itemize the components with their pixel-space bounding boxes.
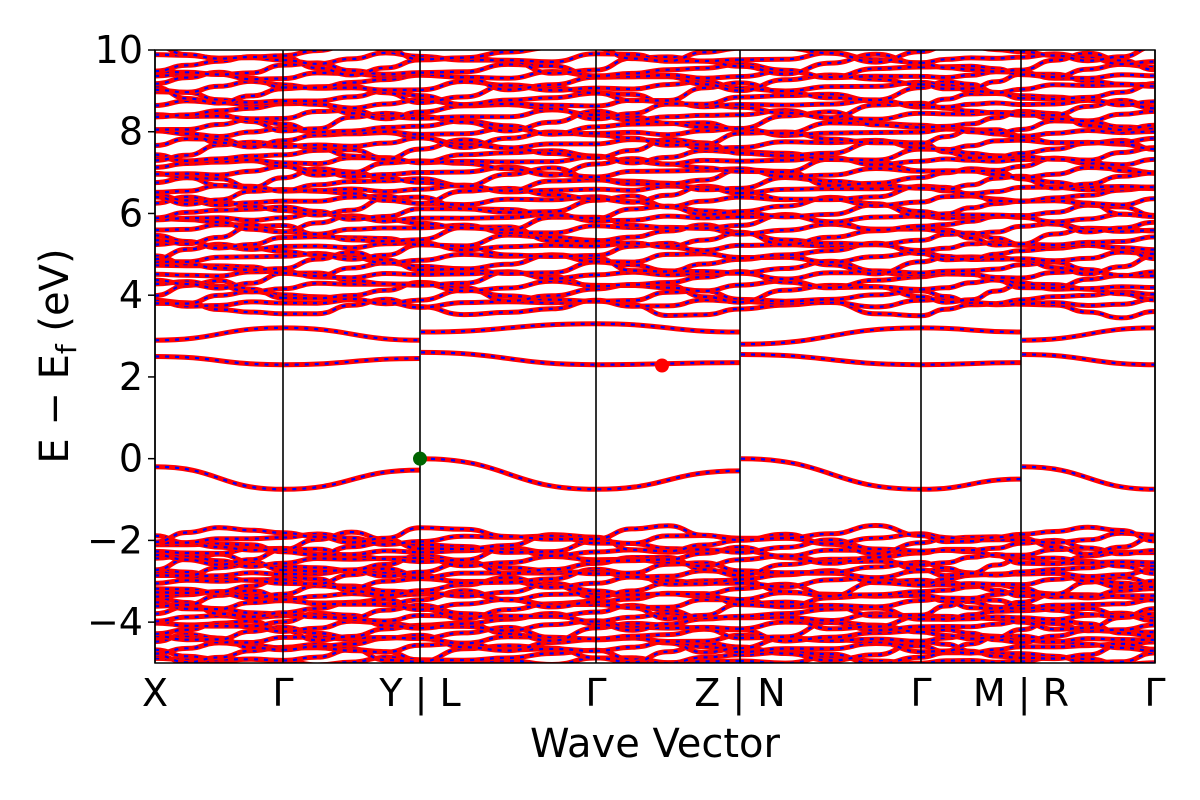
band-11-spin-down: [155, 604, 1155, 622]
gap-band-2-spin-up: [155, 321, 1155, 347]
band-54-spin-down: [155, 165, 1155, 179]
band-40-spin-down: [155, 242, 1155, 261]
band-60-spin-down: [155, 128, 1155, 149]
band-63-spin-down: [155, 110, 1155, 133]
bands-layer: [155, 50, 1155, 663]
y-tick-label-5: 6: [119, 191, 143, 235]
band-28-spin-down: [155, 532, 1155, 546]
band-69-spin-down: [155, 80, 1155, 94]
cbm-marker: [655, 358, 669, 373]
band-13-spin-down: [155, 597, 1155, 611]
band-2-spin-down: [155, 640, 1155, 663]
band-57-spin-down: [155, 146, 1155, 165]
plot-frame: [154, 49, 1156, 664]
band-5-spin-down: [155, 633, 1155, 645]
band-36-spin-down: [155, 269, 1155, 281]
band-38-spin-down: [155, 251, 1155, 276]
band-6-spin-down: [155, 626, 1155, 644]
band-31-spin-down: [155, 297, 1155, 309]
y-axis-title-subscript: f: [50, 343, 83, 354]
x-tick-label-5: Γ: [910, 671, 931, 715]
y-axis-title: E − Ef (eV): [32, 248, 83, 463]
band-10-spin-down: [155, 611, 1155, 623]
x-tick-label-2: Y | L: [378, 671, 460, 716]
x-tick-label-3: Γ: [585, 671, 606, 715]
band-29-spin-down: [155, 524, 1155, 544]
y-tick-label-7: 10: [95, 28, 143, 72]
x-tick-label-4: Z | N: [694, 671, 785, 716]
band-61-spin-down: [155, 126, 1155, 138]
band-75-spin-down: [168, 50, 1144, 64]
band-1-spin-down: [155, 648, 1155, 663]
y-axis-title-main: E − E: [32, 354, 78, 464]
band-65-spin-down: [155, 99, 1155, 120]
band-32-spin-down: [155, 289, 1155, 305]
x-tick-label-0: X: [142, 671, 168, 715]
band-46-spin-down: [155, 212, 1155, 224]
band-42-spin-down: [155, 231, 1155, 250]
y-tick-label-1: −2: [87, 518, 143, 562]
band-59-spin-down: [155, 136, 1155, 151]
y-axis-ticks: −4 −2 0 2 4 6 8 10: [87, 28, 155, 644]
x-axis-ticks: X Γ Y | L Γ Z | N Γ M | R Γ: [142, 671, 1166, 716]
vbm-marker: [413, 451, 427, 466]
x-tick-label-1: Γ: [272, 671, 293, 715]
x-tick-label-6: M | R: [973, 671, 1069, 716]
y-tick-label-3: 2: [119, 355, 143, 399]
y-tick-label-0: −4: [87, 600, 143, 644]
y-tick-label-2: 0: [119, 437, 143, 481]
band-18-spin-down: [155, 575, 1155, 590]
kpoint-lines: [154, 50, 1156, 663]
x-axis-title: Wave Vector: [530, 721, 781, 767]
markers: [413, 358, 669, 466]
x-tick-label-7: Γ: [1144, 671, 1165, 715]
band-9-spin-down: [155, 612, 1155, 632]
band-39-spin-down: [155, 250, 1155, 265]
band-43-spin-down: [155, 223, 1155, 247]
gap-band-0-spin-up: [155, 456, 1155, 492]
band-73-spin-down: [155, 52, 1155, 77]
y-axis-title-unit: (eV): [32, 248, 78, 344]
y-tick-label-4: 4: [119, 273, 143, 317]
gap-band-1-spin-up: [155, 349, 1155, 368]
band-72-spin-down: [155, 61, 1155, 79]
y-tick-label-6: 8: [119, 110, 143, 154]
band-67-spin-down: [155, 89, 1155, 107]
